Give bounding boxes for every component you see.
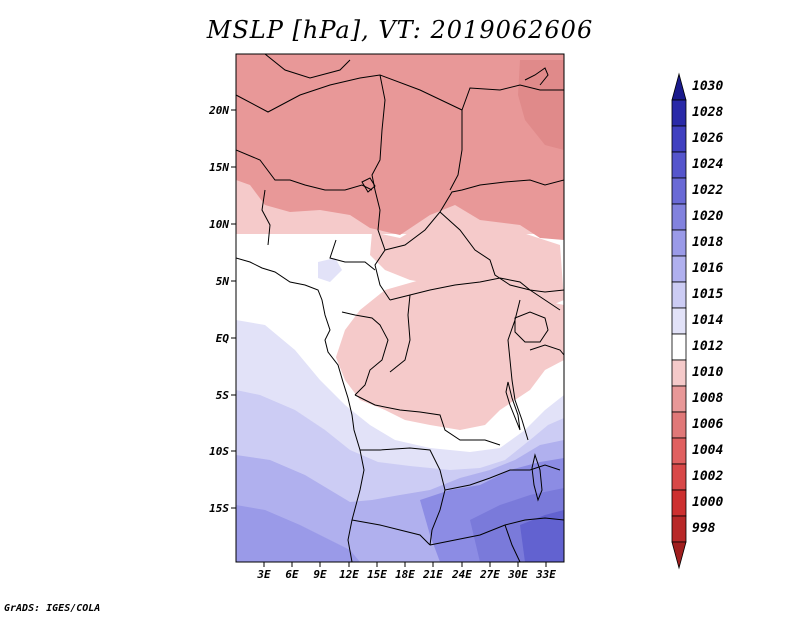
latitude-axis xyxy=(231,109,236,509)
border-central-2 xyxy=(341,311,389,396)
lake-chad xyxy=(361,177,376,193)
colorbar-label: 1014 xyxy=(692,313,723,328)
colorbar-label: 1012 xyxy=(692,339,723,354)
colorbar-swatch xyxy=(671,203,687,231)
border-central-1 xyxy=(389,277,561,311)
border-north-2 xyxy=(236,74,381,113)
grads-credit: GrADS: IGES/COLA xyxy=(4,603,101,614)
latitude-labels: 20N 15N 10N 5N EQ 5S 10S 15S xyxy=(208,104,229,515)
border-north-1 xyxy=(264,54,351,79)
lon-label: 9E xyxy=(313,568,327,581)
border-south-2 xyxy=(444,464,561,491)
colorbar-swatch xyxy=(671,99,687,127)
colorbar-swatch xyxy=(671,125,687,153)
colorbar-label: 1002 xyxy=(692,469,723,484)
isobar-band-1015-north xyxy=(318,258,342,282)
colorbar-swatch xyxy=(671,515,687,543)
map-title: MSLP [hPa], VT: 2019062606 xyxy=(206,16,594,44)
border-east-1 xyxy=(507,299,529,441)
colorbar-label: 1016 xyxy=(692,261,723,276)
colorbar-swatch xyxy=(671,463,687,491)
west-coastline xyxy=(236,257,365,562)
colorbar-label: 1028 xyxy=(692,105,723,120)
colorbar-swatch xyxy=(671,333,687,361)
lat-label: 10N xyxy=(209,218,229,231)
border-north-5 xyxy=(461,84,564,111)
colorbar-label: 1004 xyxy=(692,443,723,458)
isobar-band-1010-ne xyxy=(518,60,564,150)
lat-label: 5S xyxy=(216,389,230,402)
lat-label: 15S xyxy=(209,502,229,515)
lon-label: 15E xyxy=(367,568,387,581)
colorbar-swatch xyxy=(671,437,687,465)
isobar-band-1020 xyxy=(236,505,360,562)
lake-malawi xyxy=(531,453,543,502)
colorbar-label: 1030 xyxy=(692,79,723,94)
border-south-1 xyxy=(360,447,446,546)
lat-label: 5N xyxy=(216,275,230,288)
colorbar-label: 1010 xyxy=(692,365,723,380)
lon-label: 18E xyxy=(395,568,415,581)
colorbar-swatch xyxy=(671,72,687,101)
border-north-6 xyxy=(236,149,373,191)
lon-label: 30E xyxy=(507,568,528,581)
lat-label: 20N xyxy=(208,104,229,117)
colorbar-label: 1008 xyxy=(692,391,723,406)
isobar-band-1010 xyxy=(236,54,564,240)
border-south-5 xyxy=(504,524,521,562)
border-sahel-3 xyxy=(384,179,564,251)
colorbar-swatch xyxy=(671,177,687,205)
border-sahel-5 xyxy=(329,239,376,271)
lon-label: 24E xyxy=(451,568,472,581)
colorbar-label: 1000 xyxy=(692,495,723,510)
border-north-4 xyxy=(379,74,463,191)
country-borders xyxy=(236,54,564,562)
colorbar-swatch xyxy=(671,255,687,283)
colorbar-swatch xyxy=(671,359,687,387)
border-sahel-4 xyxy=(439,211,564,293)
colorbar-label: 998 xyxy=(692,521,716,536)
colorbar-swatch xyxy=(671,411,687,439)
colorbar-label: 1022 xyxy=(692,183,723,198)
lon-label: 27E xyxy=(479,568,500,581)
colorbar-swatch xyxy=(671,151,687,179)
border-central-4 xyxy=(389,294,411,373)
lon-label: 12E xyxy=(339,568,359,581)
colorbar-label: 1006 xyxy=(692,417,723,432)
colorbar-swatch xyxy=(671,229,687,257)
isobar-band-1012-congo xyxy=(335,280,564,430)
border-south-4 xyxy=(351,519,431,546)
lon-label: 21E xyxy=(422,568,443,581)
colorbar: 1030 1028 1026 1024 1022 1020 1018 1016 1015 1014… xyxy=(671,72,723,570)
lat-label: 15N xyxy=(209,161,229,174)
lat-label: 10S xyxy=(209,445,229,458)
isobar-band-1024 xyxy=(520,510,564,562)
colorbar-swatch xyxy=(671,385,687,413)
colorbar-swatch xyxy=(671,489,687,517)
lat-label: EQ xyxy=(216,332,230,345)
longitude-labels: 3E 6E 9E 12E 15E 18E 21E 24E 27E 30E 33E xyxy=(256,568,556,581)
lon-label: 33E xyxy=(535,568,556,581)
pressure-field xyxy=(236,54,564,562)
colorbar-label: 1026 xyxy=(692,131,723,146)
colorbar-label: 1018 xyxy=(692,235,723,250)
colorbar-swatch xyxy=(671,307,687,335)
border-north-3 xyxy=(371,74,386,191)
lake-victoria xyxy=(514,311,549,343)
map-frame xyxy=(235,53,565,563)
colorbar-label: 1024 xyxy=(692,157,723,172)
border-east-2 xyxy=(529,344,564,356)
colorbar-label: 1015 xyxy=(692,287,723,302)
border-central-3 xyxy=(354,394,501,446)
border-sahel-1 xyxy=(261,189,271,246)
lon-label: 6E xyxy=(285,568,299,581)
longitude-axis xyxy=(263,562,547,567)
lon-label: 3E xyxy=(256,568,271,581)
colorbar-swatch xyxy=(671,541,687,570)
colorbar-label: 1020 xyxy=(692,209,723,224)
colorbar-swatch xyxy=(671,281,687,309)
nile-river xyxy=(524,67,549,86)
lake-tanganyika xyxy=(505,381,521,431)
